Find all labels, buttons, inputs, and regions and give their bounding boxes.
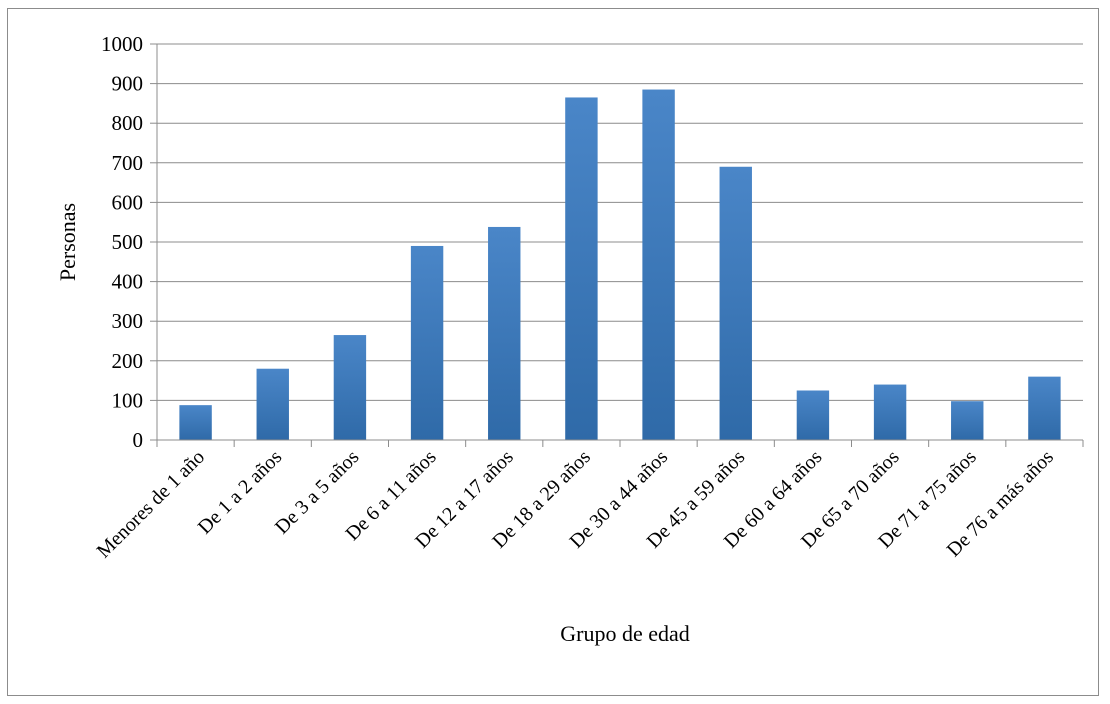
y-tick-label: 500 [112,230,144,254]
bar [256,368,289,440]
bar [642,89,675,440]
bar [333,335,367,440]
y-tick-label: 800 [112,111,144,135]
bar [719,166,752,440]
bars [179,89,1061,441]
bar [873,384,907,440]
x-axis-title: Grupo de edad [560,621,690,646]
bar [565,97,598,441]
bar [488,226,521,440]
y-tick-label: 100 [112,388,144,412]
bar [410,245,444,440]
y-tick-label: 200 [112,349,144,373]
y-tick-label: 600 [112,190,144,214]
y-tick-label: 900 [112,72,144,96]
y-axis-title: Personas [55,203,80,281]
chart-frame [7,8,1099,696]
y-tick-labels: 0 100 200 300 400 500 600 700 800 900 1000 [101,32,143,452]
bar [951,401,984,440]
bar [179,405,212,440]
y-tick-label: 400 [112,270,144,294]
bar [1028,376,1061,440]
bar [796,390,830,440]
y-tick-label: 700 [112,151,144,175]
y-tick-label: 0 [133,428,144,452]
x-tick-label: Menores de 1 año [93,446,209,562]
y-tick-label: 300 [112,309,144,333]
axes [156,44,1084,447]
y-tick-label: 1000 [101,32,143,56]
gridlines [150,43,1083,441]
